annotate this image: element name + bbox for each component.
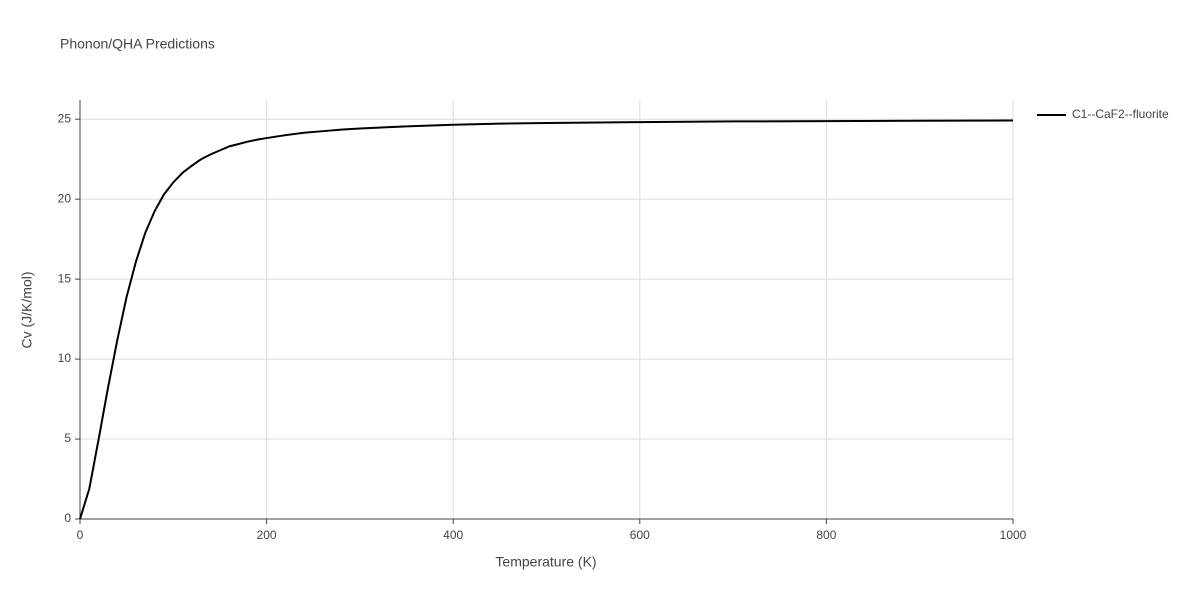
y-tick-label: 15 (58, 271, 72, 285)
y-tick-label: 10 (58, 351, 72, 365)
x-tick-label: 600 (630, 528, 650, 542)
x-tick-label: 400 (443, 528, 463, 542)
y-tick-label: 20 (58, 191, 72, 205)
y-tick-label: 0 (64, 511, 71, 525)
x-tick-label: 0 (77, 528, 84, 542)
x-axis-title: Temperature (K) (495, 554, 596, 570)
y-tick-label: 25 (58, 111, 72, 125)
y-tick-label: 5 (64, 431, 71, 445)
x-tick-label: 1000 (1000, 528, 1027, 542)
chart-title: Phonon/QHA Predictions (60, 36, 215, 52)
y-axis-title: Cv (J/K/mol) (19, 272, 35, 349)
data-line (79, 119, 1014, 520)
x-tick-label: 200 (257, 528, 277, 542)
legend-label: C1--CaF2--fluorite (1072, 107, 1169, 121)
x-tick-label: 800 (816, 528, 836, 542)
